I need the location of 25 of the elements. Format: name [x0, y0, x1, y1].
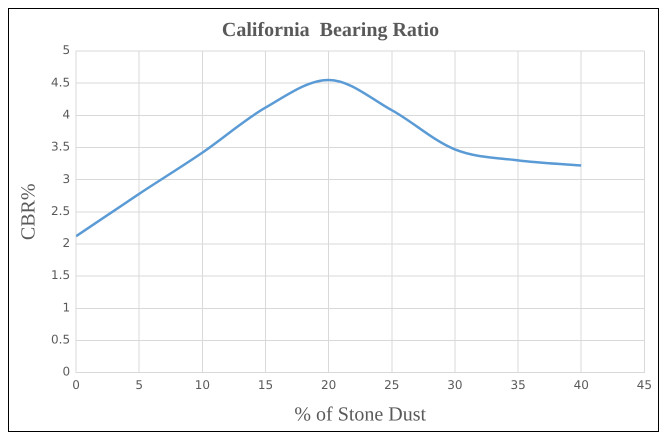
x-tick-label: 45	[636, 378, 652, 392]
y-tick-label: 0	[62, 364, 70, 379]
x-tick-label: 5	[135, 378, 144, 392]
y-axis-title: CBR%	[17, 183, 40, 240]
x-tick-label: 20	[321, 378, 336, 392]
y-tick-label: 4.5	[50, 75, 70, 90]
x-tick-label: 15	[258, 378, 274, 392]
y-tick-label: 4	[62, 107, 70, 122]
y-tick-label: 2	[62, 236, 70, 250]
x-axis-title: % of Stone Dust	[294, 403, 426, 426]
x-tick-label: 35	[510, 378, 526, 392]
line-series	[76, 78, 582, 238]
x-tick-label: 10	[194, 378, 210, 392]
y-tick-label: 3.5	[50, 140, 70, 154]
x-tick-label: 25	[384, 378, 400, 392]
y-tick-label: 5	[62, 43, 70, 58]
x-tick-label: 0	[72, 378, 80, 392]
y-tick-label: 1	[62, 300, 70, 314]
y-tick-label: 0.5	[50, 332, 70, 347]
chart-title: California Bearing Ratio	[222, 19, 440, 42]
x-tick-label: 40	[574, 378, 589, 392]
y-tick-label: 3	[62, 172, 70, 186]
x-tick-label: 30	[447, 378, 463, 392]
y-tick-label: 1.5	[50, 268, 70, 282]
y-tick-label: 2.5	[50, 204, 70, 218]
